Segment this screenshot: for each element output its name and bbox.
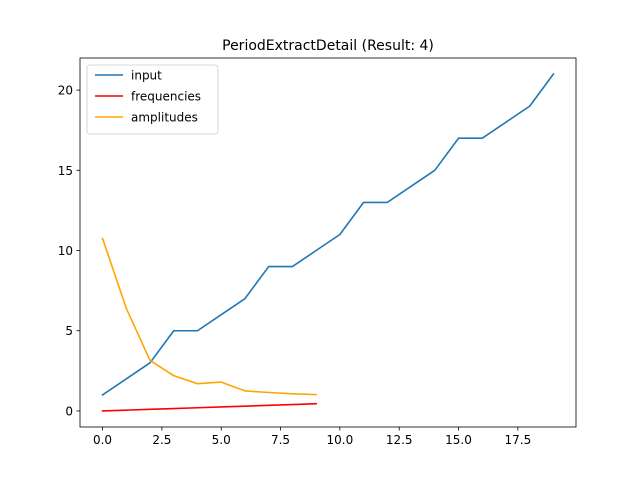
x-tick-label: 7.5 bbox=[271, 433, 290, 447]
x-tick-label: 10.0 bbox=[327, 433, 354, 447]
y-tick-label: 10 bbox=[58, 244, 73, 258]
x-tick-label: 5.0 bbox=[212, 433, 231, 447]
x-tick-label: 0.0 bbox=[93, 433, 112, 447]
y-tick-label: 5 bbox=[65, 324, 73, 338]
legend-label-amplitudes: amplitudes bbox=[131, 111, 198, 125]
legend-label-input: input bbox=[131, 69, 162, 83]
x-tick-label: 2.5 bbox=[152, 433, 171, 447]
legend-label-frequencies: frequencies bbox=[131, 90, 201, 104]
axes: 0.0 2.5 5.0 7.5 10.0 12.5 15.0 17.5 0 5 10 15 20 bbox=[58, 57, 577, 447]
y-tick-label: 0 bbox=[65, 404, 73, 418]
series-line-frequencies bbox=[101, 402, 317, 412]
x-tick-label: 17.5 bbox=[504, 433, 531, 447]
series-line-input bbox=[101, 72, 555, 397]
series-line-amplitudes bbox=[101, 237, 317, 396]
x-tick-label: 15.0 bbox=[445, 433, 472, 447]
x-tick-label: 12.5 bbox=[386, 433, 413, 447]
plot-area bbox=[101, 72, 555, 412]
y-tick-label: 20 bbox=[58, 84, 73, 98]
y-tick-label: 15 bbox=[58, 164, 73, 178]
axes-frame bbox=[79, 57, 577, 428]
chart-title: PeriodExtractDetail (Result: 4) bbox=[222, 38, 434, 54]
legend: input frequencies amplitudes bbox=[86, 64, 219, 135]
